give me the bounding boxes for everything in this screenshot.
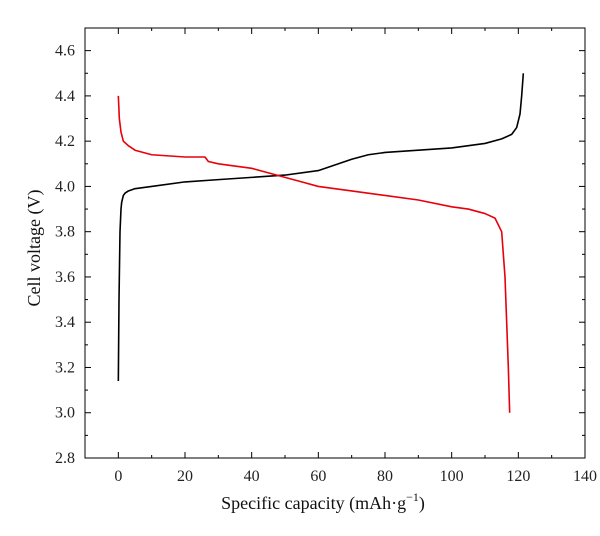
- y-tick-label: 3.4: [55, 314, 75, 331]
- y-tick-label: 3.0: [55, 405, 75, 422]
- y-tick-label: 4.2: [55, 133, 75, 150]
- x-tick-label: 40: [244, 468, 260, 485]
- x-tick-label: 140: [573, 468, 597, 485]
- series-line-red: [117, 95, 511, 413]
- y-tick-label: 4.6: [55, 43, 75, 60]
- x-axis-label: Specific capacity (mAh·g−1): [221, 490, 425, 514]
- series-line-black: [117, 73, 525, 382]
- x-tick-label: 120: [506, 468, 530, 485]
- y-tick-label: 3.2: [55, 359, 75, 376]
- x-tick-label: 60: [310, 468, 326, 485]
- x-tick-label: 0: [114, 468, 122, 485]
- y-axis-label: Cell voltage (V): [24, 190, 45, 307]
- y-tick-label: 3.8: [55, 224, 75, 241]
- x-tick-label: 80: [377, 468, 393, 485]
- x-tick-label: 20: [177, 468, 193, 485]
- y-tick-label: 3.6: [55, 269, 75, 286]
- y-tick-label: 4.4: [55, 88, 75, 105]
- x-tick-label: 100: [440, 468, 464, 485]
- plot-frame: [84, 27, 586, 459]
- y-tick-label: 4.0: [55, 178, 75, 195]
- y-tick-label: 2.8: [55, 450, 75, 467]
